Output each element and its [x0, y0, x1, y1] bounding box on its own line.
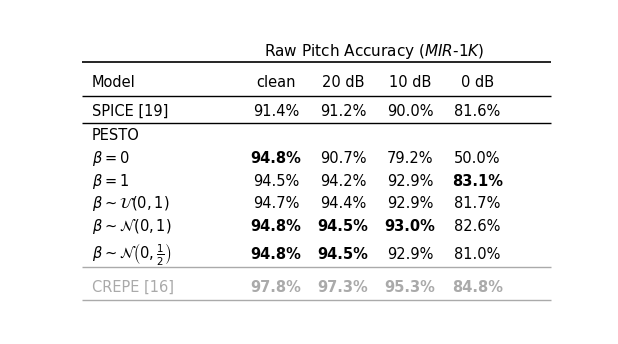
Text: 91.2%: 91.2%	[320, 104, 366, 119]
Text: 97.8%: 97.8%	[250, 280, 302, 294]
Text: 94.2%: 94.2%	[320, 174, 366, 189]
Text: $\beta \sim \mathcal{N}(0, 1)$: $\beta \sim \mathcal{N}(0, 1)$	[91, 217, 171, 236]
Text: 90.7%: 90.7%	[320, 151, 366, 166]
Text: 92.9%: 92.9%	[387, 247, 433, 262]
Text: 92.9%: 92.9%	[387, 196, 433, 211]
Text: 94.8%: 94.8%	[250, 247, 302, 262]
Text: 0 dB: 0 dB	[460, 75, 494, 90]
Text: PESTO: PESTO	[91, 128, 140, 143]
Text: 83.1%: 83.1%	[452, 174, 502, 189]
Text: 94.5%: 94.5%	[318, 247, 368, 262]
Text: 82.6%: 82.6%	[454, 219, 501, 234]
Text: SPICE [19]: SPICE [19]	[91, 104, 168, 119]
Text: 97.3%: 97.3%	[318, 280, 368, 294]
Text: 94.8%: 94.8%	[250, 151, 302, 166]
Text: 91.4%: 91.4%	[253, 104, 299, 119]
Text: $\beta = 1$: $\beta = 1$	[91, 172, 129, 191]
Text: 94.5%: 94.5%	[318, 219, 368, 234]
Text: 84.8%: 84.8%	[452, 280, 502, 294]
Text: 79.2%: 79.2%	[387, 151, 433, 166]
Text: 94.5%: 94.5%	[253, 174, 299, 189]
Text: 94.8%: 94.8%	[250, 219, 302, 234]
Text: CREPE [16]: CREPE [16]	[91, 280, 174, 294]
Text: 50.0%: 50.0%	[454, 151, 501, 166]
Text: 92.9%: 92.9%	[387, 174, 433, 189]
Text: 20 dB: 20 dB	[322, 75, 365, 90]
Text: $\beta = 0$: $\beta = 0$	[91, 149, 129, 168]
Text: 94.4%: 94.4%	[320, 196, 366, 211]
Text: 95.3%: 95.3%	[384, 280, 436, 294]
Text: 81.0%: 81.0%	[454, 247, 501, 262]
Text: 81.6%: 81.6%	[454, 104, 501, 119]
Text: 10 dB: 10 dB	[389, 75, 431, 90]
Text: Model: Model	[91, 75, 135, 90]
Text: 90.0%: 90.0%	[387, 104, 433, 119]
Text: 81.7%: 81.7%	[454, 196, 501, 211]
Text: $\beta \sim \mathcal{N}\left(0, \frac{1}{2}\right)$: $\beta \sim \mathcal{N}\left(0, \frac{1}…	[91, 241, 172, 268]
Text: Raw Pitch Accuracy ($\mathit{MIR}$-$\mathit{1K}$): Raw Pitch Accuracy ($\mathit{MIR}$-$\mat…	[264, 42, 485, 61]
Text: 93.0%: 93.0%	[384, 219, 436, 234]
Text: $\beta \sim \mathcal{U}(0, 1)$: $\beta \sim \mathcal{U}(0, 1)$	[91, 194, 169, 213]
Text: clean: clean	[256, 75, 296, 90]
Text: 94.7%: 94.7%	[253, 196, 299, 211]
